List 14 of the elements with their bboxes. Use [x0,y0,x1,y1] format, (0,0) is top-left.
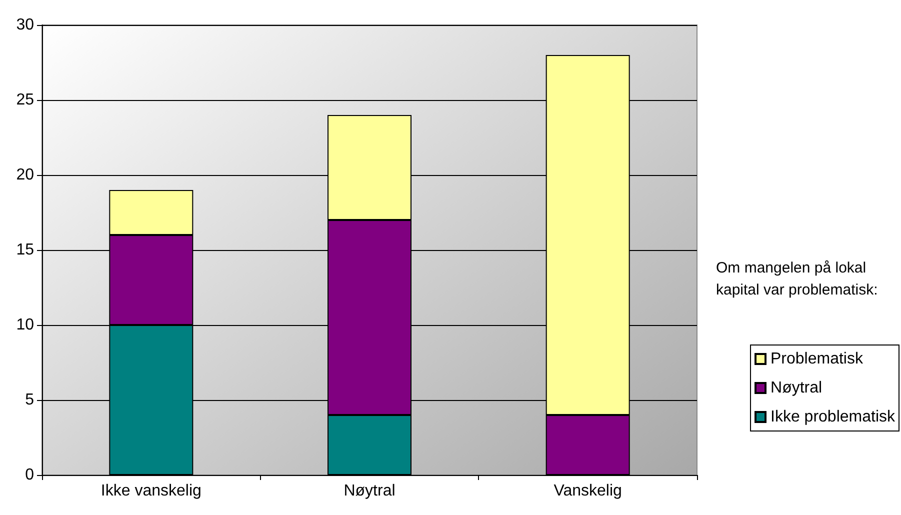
x-tick-label: Ikke vanskelig [100,482,202,500]
x-tick-label: Vanskelig [554,482,622,500]
y-tick-label: 0 [25,466,34,484]
y-tick-label: 15 [16,242,34,258]
y-tick-label: 10 [16,316,34,334]
y-tick-label: 30 [16,16,34,34]
legend-label: Problematisk [770,350,864,368]
y-tick-label: 20 [16,166,34,184]
y-tick-label: 5 [25,392,34,408]
legend-title: Om mangelen på lokal kapital var problematisk: [716,260,878,298]
legend-label: Nøytral [770,380,822,396]
y-tick-label: 25 [16,92,34,108]
legend-label: Ikke problematisk [770,408,896,426]
x-tick-label: Nøytral [344,482,396,500]
